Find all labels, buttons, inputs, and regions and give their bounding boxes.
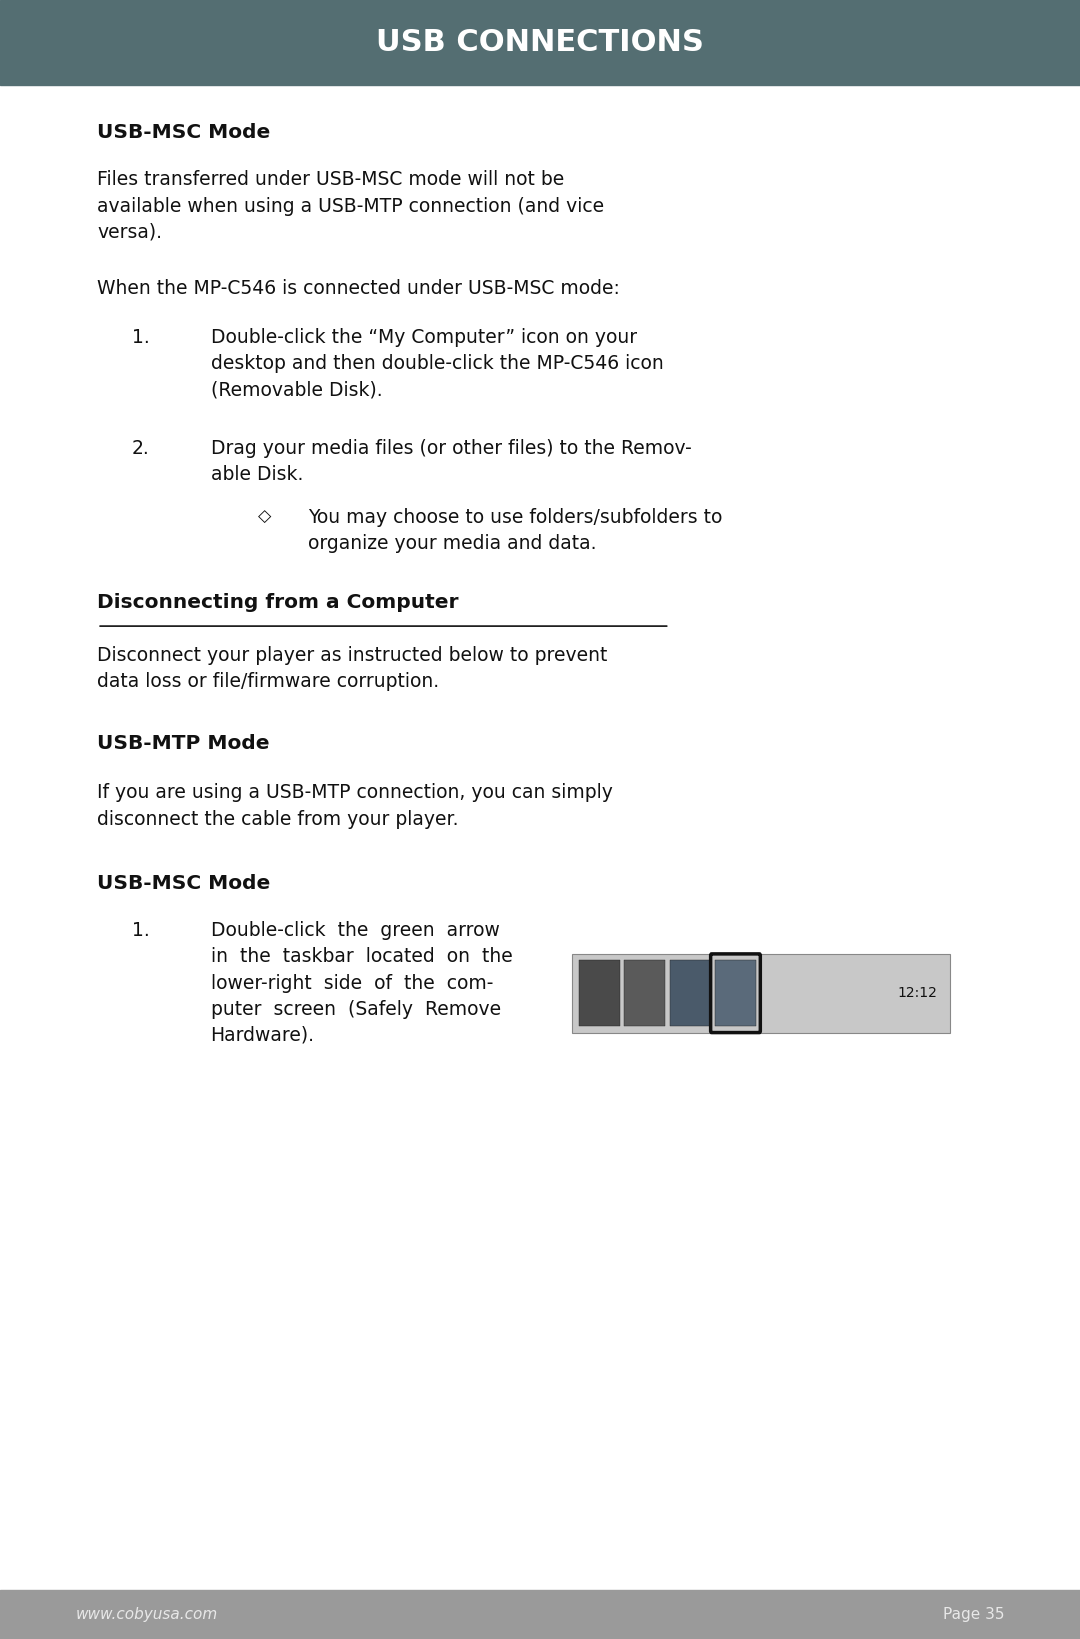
Text: When the MP-C546 is connected under USB-MSC mode:: When the MP-C546 is connected under USB-…: [97, 279, 620, 298]
Bar: [0, 0, 1080, 85]
Bar: [572, 954, 950, 1033]
Bar: [624, 960, 665, 1026]
Text: Double-click  the  green  arrow
in  the  taskbar  located  on  the
lower-right  : Double-click the green arrow in the task…: [211, 921, 512, 1046]
Text: You may choose to use folders/subfolders to
organize your media and data.: You may choose to use folders/subfolders…: [308, 508, 723, 554]
Text: If you are using a USB-MTP connection, you can simply
disconnect the cable from : If you are using a USB-MTP connection, y…: [97, 783, 613, 829]
Bar: [579, 960, 620, 1026]
Bar: [670, 960, 711, 1026]
Text: ◇: ◇: [258, 508, 271, 526]
Text: USB CONNECTIONS: USB CONNECTIONS: [376, 28, 704, 57]
Text: USB-MTP Mode: USB-MTP Mode: [97, 734, 270, 754]
Bar: [715, 960, 756, 1026]
Text: Double-click the “My Computer” icon on your
desktop and then double-click the MP: Double-click the “My Computer” icon on y…: [211, 328, 663, 400]
Text: Disconnect your player as instructed below to prevent
data loss or file/firmware: Disconnect your player as instructed bel…: [97, 646, 608, 692]
Text: www.cobyusa.com: www.cobyusa.com: [76, 1606, 218, 1623]
Text: 12:12: 12:12: [897, 987, 937, 1000]
Text: 1.: 1.: [132, 328, 149, 347]
Text: Drag your media files (or other files) to the Remov-
able Disk.: Drag your media files (or other files) t…: [211, 439, 691, 485]
Bar: [0, 1590, 1080, 1639]
Text: Disconnecting from a Computer: Disconnecting from a Computer: [97, 593, 459, 613]
Text: USB-MSC Mode: USB-MSC Mode: [97, 123, 270, 143]
Text: USB-MSC Mode: USB-MSC Mode: [97, 874, 270, 893]
Text: Page 35: Page 35: [943, 1606, 1004, 1623]
Text: 2.: 2.: [132, 439, 149, 459]
Text: 1.: 1.: [132, 921, 149, 941]
Text: Files transferred under USB-MSC mode will not be
available when using a USB-MTP : Files transferred under USB-MSC mode wil…: [97, 170, 605, 243]
